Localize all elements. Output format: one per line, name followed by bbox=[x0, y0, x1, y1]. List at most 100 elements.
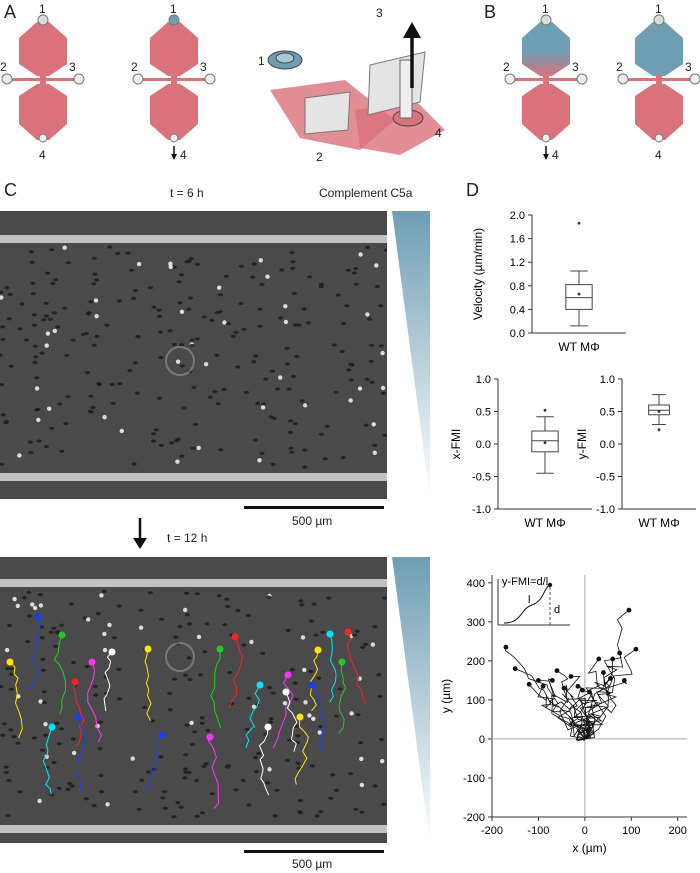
cell bbox=[311, 602, 317, 606]
cell bbox=[212, 390, 218, 394]
port-4 bbox=[654, 133, 664, 143]
cell-track bbox=[53, 634, 66, 715]
cell bbox=[300, 635, 306, 640]
arrow-down-head bbox=[171, 154, 177, 160]
track-endpoint bbox=[71, 678, 79, 686]
cell bbox=[297, 799, 304, 803]
cell bbox=[127, 368, 133, 373]
device-schematics bbox=[1, 14, 700, 160]
trajectory-endpoint bbox=[601, 670, 606, 675]
cell bbox=[217, 293, 223, 297]
cell bbox=[381, 802, 387, 806]
side-channel bbox=[627, 78, 691, 81]
cell bbox=[171, 265, 177, 269]
cell bbox=[30, 602, 35, 607]
trajectory-endpoint bbox=[575, 683, 581, 689]
cell bbox=[147, 286, 154, 290]
cell-track bbox=[294, 716, 309, 785]
cell bbox=[382, 596, 387, 600]
inset-d-label: d bbox=[554, 604, 560, 616]
cell bbox=[333, 390, 339, 394]
device-3d-label-3: 3 bbox=[376, 6, 383, 20]
cell bbox=[293, 697, 299, 701]
cell bbox=[90, 405, 96, 409]
cell bbox=[3, 770, 9, 775]
top-chamber bbox=[150, 22, 198, 76]
cell bbox=[201, 315, 207, 319]
bottom-chamber bbox=[635, 84, 683, 140]
cell bbox=[8, 672, 14, 676]
cell-track bbox=[210, 649, 222, 729]
velocity-chart-ytick-label: 1.6 bbox=[510, 234, 525, 246]
cell bbox=[294, 724, 300, 728]
cell bbox=[31, 323, 38, 327]
cell bbox=[69, 784, 75, 788]
cell bbox=[171, 342, 177, 347]
track-endpoint bbox=[344, 628, 352, 636]
cell bbox=[158, 355, 164, 360]
cell bbox=[93, 298, 99, 303]
cell bbox=[99, 593, 104, 598]
cell bbox=[145, 770, 151, 774]
cell bbox=[348, 398, 353, 403]
cell bbox=[33, 355, 39, 359]
cell bbox=[48, 630, 54, 634]
trajectory-endpoint bbox=[633, 646, 639, 652]
yfmi-chart-mean bbox=[657, 410, 661, 413]
cell bbox=[318, 285, 324, 289]
velocity-chart-ylabel: Velocity (µm/min) bbox=[471, 228, 485, 320]
cell bbox=[305, 321, 311, 325]
cell bbox=[374, 284, 380, 289]
cell bbox=[83, 332, 89, 336]
cell bbox=[184, 723, 190, 727]
track-endpoint bbox=[264, 723, 272, 731]
cell bbox=[29, 260, 35, 264]
cell bbox=[374, 263, 379, 268]
device-b2-label-2: 2 bbox=[616, 60, 623, 74]
trajectory-track bbox=[538, 680, 586, 740]
cell bbox=[91, 804, 97, 808]
cell bbox=[138, 625, 144, 630]
cell bbox=[287, 738, 293, 742]
xfmi-chart-ytick-label: -1.0 bbox=[472, 504, 491, 516]
cell bbox=[94, 334, 100, 338]
cell bbox=[260, 651, 266, 655]
track-endpoint bbox=[308, 681, 316, 689]
device-3d-port-1-inner bbox=[275, 52, 295, 64]
cell bbox=[286, 387, 292, 391]
cell bbox=[4, 286, 10, 290]
cell bbox=[363, 423, 369, 427]
cell bbox=[335, 293, 341, 297]
trajectory-xtick-label: -200 bbox=[481, 825, 503, 837]
port-1 bbox=[37, 14, 49, 26]
cell bbox=[370, 642, 376, 647]
cell bbox=[353, 282, 359, 286]
cell bbox=[271, 416, 277, 420]
cell bbox=[162, 806, 168, 810]
device-3d-illustration bbox=[267, 50, 445, 155]
cell bbox=[369, 380, 375, 384]
cell bbox=[318, 810, 324, 814]
cell-track bbox=[87, 661, 103, 743]
trajectory-ytick-label: -100 bbox=[463, 773, 485, 785]
top-chamber bbox=[522, 22, 570, 76]
cell bbox=[324, 424, 330, 428]
cell bbox=[372, 625, 378, 629]
cell bbox=[12, 596, 17, 602]
device-b1-label-3: 3 bbox=[572, 60, 579, 74]
device-b1 bbox=[504, 14, 588, 160]
cell bbox=[222, 320, 227, 325]
scale-bar-label-1: 500 µm bbox=[292, 514, 333, 528]
cell bbox=[285, 628, 291, 632]
cell-track bbox=[338, 661, 347, 734]
cell bbox=[217, 285, 222, 290]
cell bbox=[30, 281, 36, 285]
cell bbox=[251, 360, 257, 364]
scale-bar-1 bbox=[244, 506, 384, 509]
device-a2-label-2: 2 bbox=[131, 60, 138, 74]
cell bbox=[11, 735, 17, 739]
cell bbox=[253, 354, 259, 358]
port-3 bbox=[576, 73, 588, 85]
trajectory-endpoint bbox=[549, 677, 555, 683]
cell bbox=[52, 644, 59, 648]
